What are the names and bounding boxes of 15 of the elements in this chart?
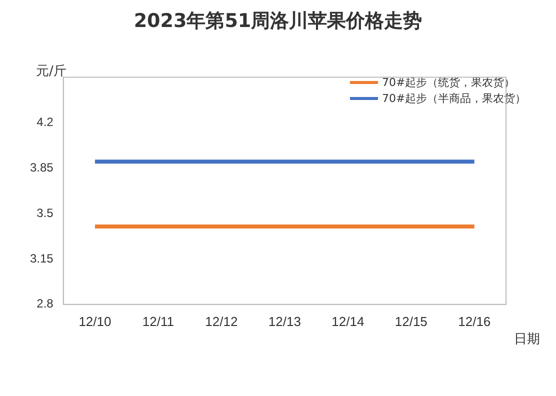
x-tick-label: 12/12 (205, 314, 238, 329)
x-tick-label: 12/11 (142, 314, 174, 329)
x-tick-label: 12/10 (78, 314, 112, 329)
chart-title: 2023年第51周洛川苹果价格走势 (132, 9, 424, 34)
x-tick-label: 12/16 (458, 314, 491, 329)
y-tick-label: 3.15 (30, 251, 54, 266)
y-tick-label: 3.5 (36, 206, 54, 220)
x-tick-label: 12/13 (268, 314, 301, 329)
x-tick-label: 12/15 (394, 314, 428, 329)
y-axis-title: 元/斤 (36, 63, 66, 80)
y-tick-label: 3.85 (30, 160, 54, 174)
y-tick-label: 2.8 (36, 296, 54, 311)
x-tick-label: 12/14 (332, 314, 364, 329)
x-axis-title: 日期 (514, 331, 540, 348)
y-tick-label: 4.2 (36, 114, 54, 129)
